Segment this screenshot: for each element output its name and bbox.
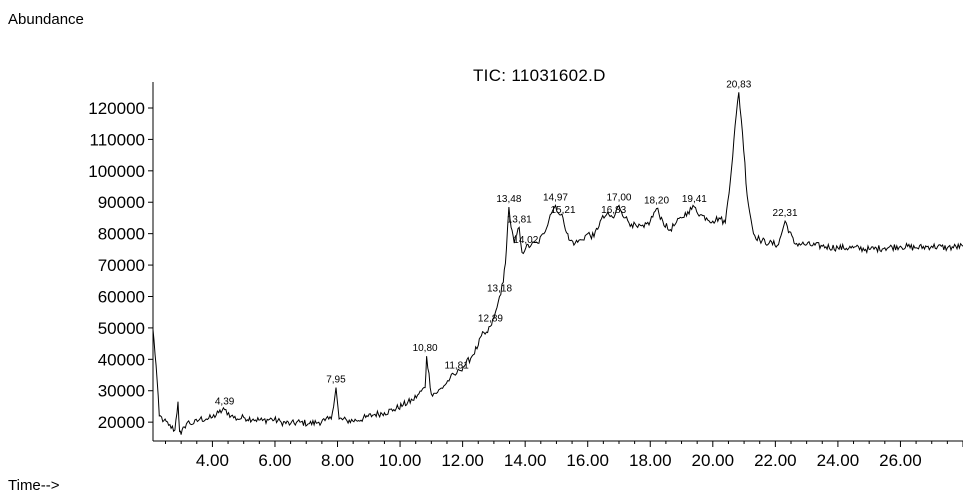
- peak-label: 11,81: [445, 360, 470, 371]
- chart-title: TIC: 11031602.D: [473, 66, 606, 85]
- peak-label: 12,89: [478, 313, 503, 324]
- x-tick-label: 22.00: [754, 451, 797, 470]
- peak-label: 16,83: [601, 205, 626, 216]
- peak-label: 19,41: [682, 194, 707, 205]
- peak-label: 14,02: [513, 235, 538, 246]
- peak-label: 14,97: [543, 192, 568, 203]
- peak-label: 10,80: [413, 343, 438, 354]
- peak-label: 7,95: [326, 375, 346, 386]
- x-tick-label: 8.00: [321, 451, 354, 470]
- x-axis-title: Time-->: [8, 477, 60, 494]
- y-tick-label: 100000: [88, 162, 145, 181]
- x-tick-label: 14.00: [504, 451, 547, 470]
- series-layer: [152, 92, 963, 435]
- peak-label: 17,00: [606, 192, 631, 203]
- y-tick-label: 50000: [98, 319, 145, 338]
- y-axis-title: Abundance: [8, 11, 84, 28]
- x-tick-label: 24.00: [817, 451, 860, 470]
- x-tick-label: 6.00: [258, 451, 291, 470]
- peak-label: 22,31: [773, 208, 798, 219]
- x-tick-label: 16.00: [566, 451, 609, 470]
- x-tick-label: 10.00: [379, 451, 422, 470]
- peak-label: 13,48: [496, 194, 521, 205]
- y-tick-label: 40000: [98, 350, 145, 369]
- x-tick-label: 20.00: [692, 451, 735, 470]
- y-tick-label: 120000: [88, 99, 145, 118]
- axes: 20000 30000 40000 50000 60000 70000 80000 90000…: [88, 82, 963, 470]
- x-tick-label: 4.00: [196, 451, 229, 470]
- peak-label: 13,81: [507, 214, 532, 225]
- y-tick-label: 80000: [98, 225, 145, 244]
- y-tick-label: 90000: [98, 193, 145, 212]
- x-tick-label: 26.00: [879, 451, 922, 470]
- y-tick-label: 60000: [98, 287, 145, 306]
- peak-label: 18,20: [644, 196, 669, 207]
- peak-label: 20,83: [726, 79, 751, 90]
- peak-label: 4,39: [215, 397, 235, 408]
- tic-trace: [152, 92, 963, 435]
- peak-label: 15,21: [550, 205, 575, 216]
- x-tick-label: 12.00: [441, 451, 484, 470]
- x-tick-label: 18.00: [629, 451, 672, 470]
- y-tick-label: 30000: [98, 382, 145, 401]
- y-tick-label: 110000: [90, 130, 145, 149]
- peak-labels: 4,39 7,95 10,80 11,81 12,89 13,18 13,48 13,81 14…: [215, 79, 798, 407]
- y-tick-label: 70000: [98, 256, 145, 275]
- y-tick-label: 20000: [98, 413, 145, 432]
- peak-label: 13,18: [487, 283, 512, 294]
